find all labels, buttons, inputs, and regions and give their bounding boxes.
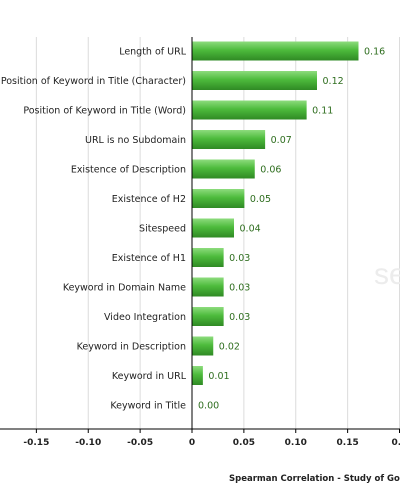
bar: [192, 336, 214, 356]
value-label: 0.03: [229, 253, 250, 264]
category-label: Position of Keyword in Title (Word): [23, 106, 186, 117]
x-tick-label: -0.15: [23, 438, 49, 448]
bar: [192, 218, 234, 238]
category-label: Sitespeed: [139, 224, 186, 235]
category-label: URL is no Subdomain: [85, 135, 186, 146]
value-label: 0.04: [240, 224, 261, 235]
x-tick-label: -0.10: [75, 438, 101, 448]
value-label: 0.03: [229, 283, 250, 294]
bar: [192, 189, 245, 208]
category-label: Length of URL: [119, 47, 187, 58]
category-label: Keyword in URL: [112, 371, 187, 382]
x-tick-label: 0.10: [285, 438, 307, 448]
x-tick-label: -0.05: [127, 438, 153, 448]
bar: [192, 41, 359, 61]
value-label: 0.05: [250, 194, 271, 205]
category-label: Video Integration: [104, 312, 186, 323]
category-label: Existence of Description: [71, 165, 186, 176]
category-label: Position of Keyword in Title (Character): [1, 76, 186, 87]
bar: [192, 248, 224, 267]
value-label: 0.02: [219, 342, 240, 353]
value-label: 0.00: [198, 401, 219, 412]
bar: [192, 130, 266, 149]
value-label: 0.03: [229, 312, 250, 323]
x-tick-label: 0: [189, 438, 195, 448]
x-tick-label: 0.05: [233, 438, 255, 448]
value-label: 0.16: [364, 47, 385, 58]
x-tick-labels: -0.15 -0.10 -0.05 0 0.05 0.10 0.15 0.2: [23, 438, 400, 448]
watermark-text: se: [374, 258, 400, 291]
bar: [192, 100, 307, 120]
category-label: Keyword in Title: [110, 401, 186, 412]
category-label: Keyword in Domain Name: [63, 283, 186, 294]
value-label: 0.01: [208, 371, 229, 382]
x-tick-label: 0.15: [337, 438, 359, 448]
category-labels: Length of URL Position of Keyword in Titl…: [1, 47, 187, 412]
category-label: Existence of H1: [112, 253, 186, 264]
value-label: 0.11: [312, 106, 333, 117]
bar: [192, 307, 224, 326]
value-labels: 0.16 0.12 0.11 0.07 0.06 0.05 0.04 0.03 0.03 0.03…: [198, 47, 385, 412]
value-label: 0.07: [271, 135, 292, 146]
value-label: 0.06: [260, 165, 281, 176]
axes: [0, 37, 400, 433]
bar: [192, 159, 255, 179]
bar: [192, 71, 317, 90]
bar: [192, 366, 203, 385]
value-label: 0.12: [323, 76, 344, 87]
bars: [192, 41, 359, 385]
category-label: Keyword in Description: [77, 342, 186, 353]
x-axis-title: Spearman Correlation - Study of Google s: [229, 474, 400, 484]
bar: [192, 277, 224, 297]
x-tick-label: 0.2: [392, 438, 400, 448]
category-label: Existence of H2: [112, 194, 186, 205]
